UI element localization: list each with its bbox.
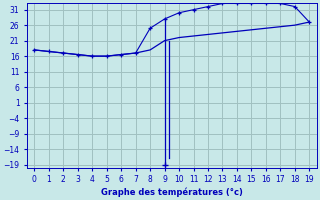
- X-axis label: Graphe des températures (°c): Graphe des températures (°c): [101, 187, 243, 197]
